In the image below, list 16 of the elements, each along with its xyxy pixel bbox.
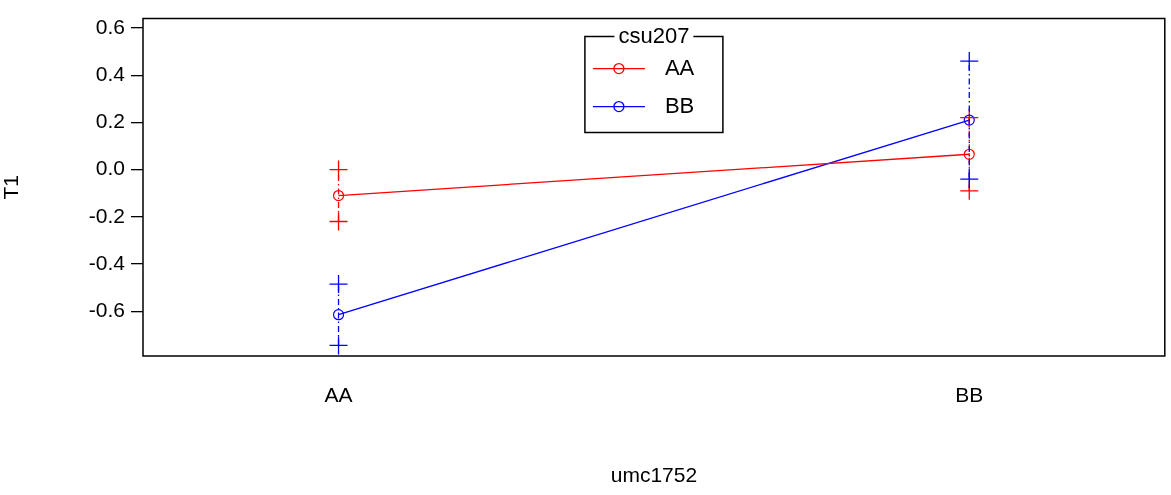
- legend-label: BB: [664, 92, 695, 118]
- x-axis-title: umc1752: [610, 463, 698, 487]
- legend-title: csu207: [618, 22, 690, 48]
- point: [332, 309, 345, 321]
- y-tick-label: -0.6: [88, 297, 125, 321]
- y-axis-title: T1: [0, 175, 23, 200]
- y-tick-label: -0.2: [88, 203, 125, 227]
- point: [963, 114, 975, 126]
- y-tick-label: 0.0: [95, 156, 125, 180]
- point: [332, 189, 345, 202]
- y-tick-label: 0.6: [95, 14, 125, 38]
- legend-label: AA: [664, 54, 695, 80]
- y-tick-label: -0.4: [88, 250, 126, 274]
- y-tick-label: 0.2: [95, 109, 125, 133]
- y-tick-label: 0.4: [95, 62, 126, 86]
- point: [963, 148, 975, 160]
